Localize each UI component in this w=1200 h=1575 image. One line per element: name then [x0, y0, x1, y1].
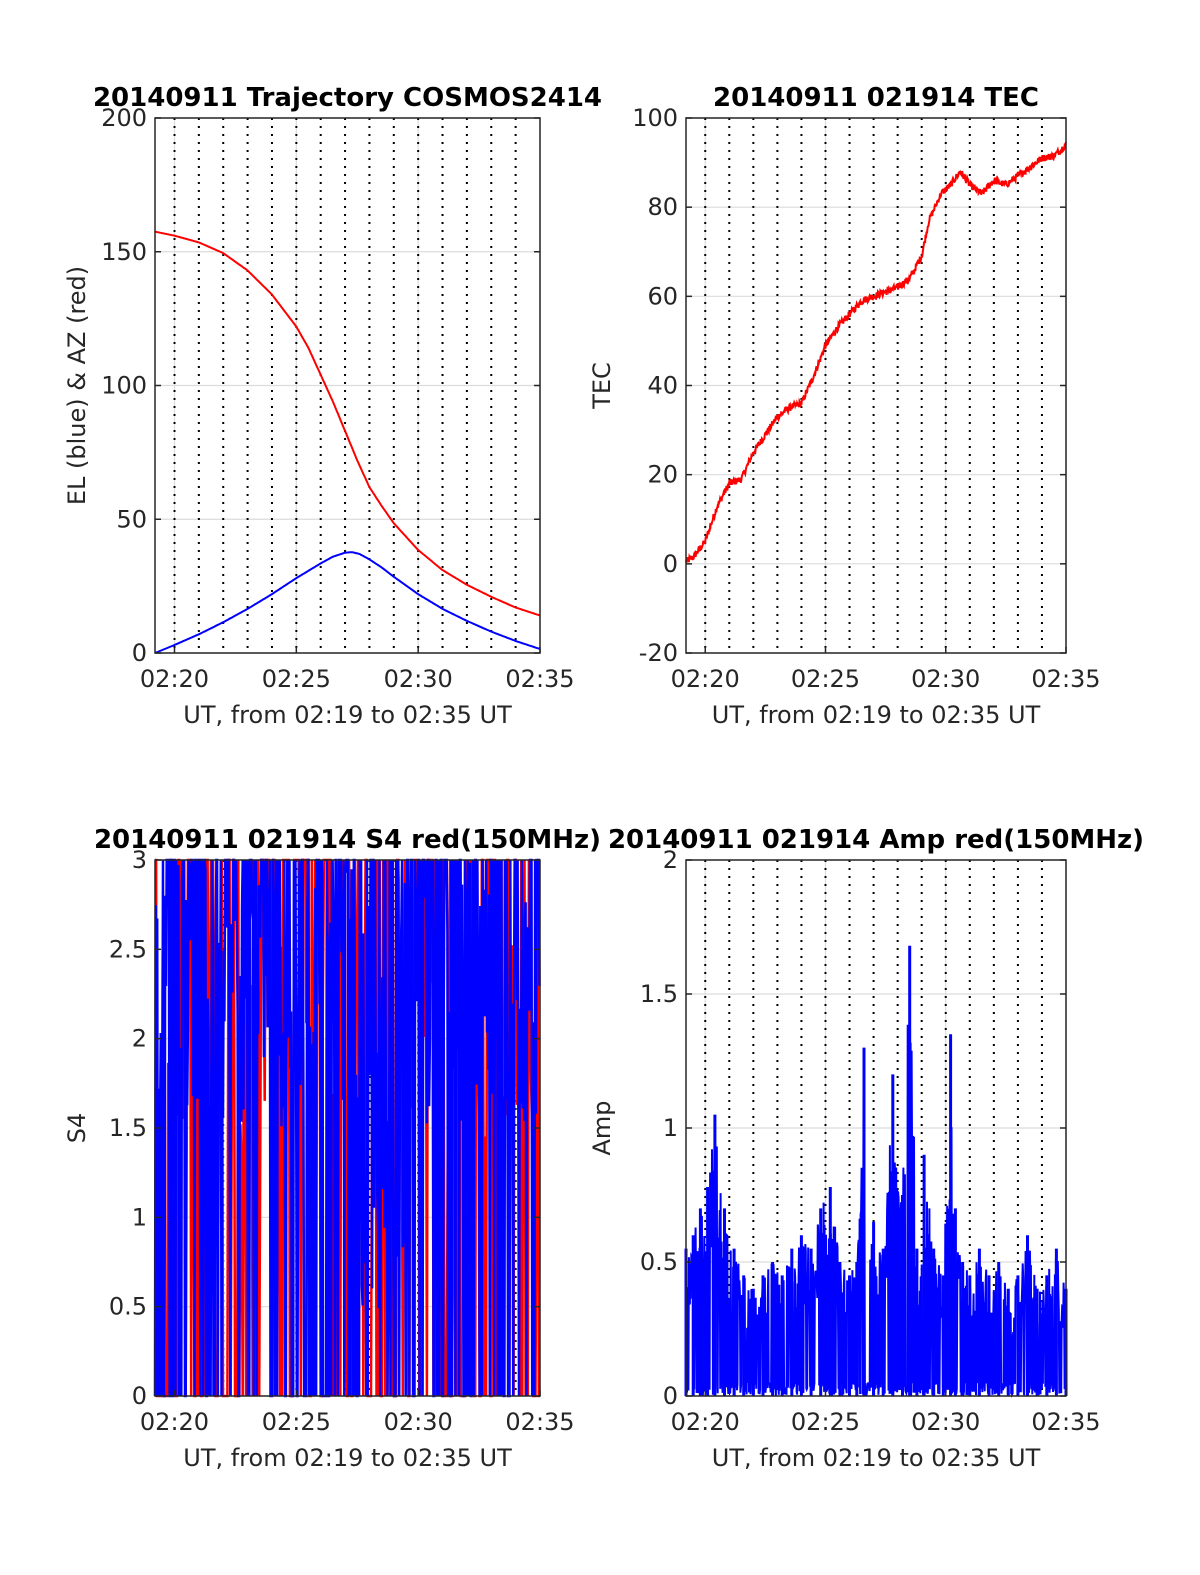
y-tick-label: 60	[647, 282, 678, 310]
x-tick-label: 02:30	[384, 665, 453, 693]
chart-title: 20140911 021914 Amp red(150MHz)	[608, 825, 1144, 855]
y-axis-label: Amp	[588, 1100, 616, 1155]
x-tick-label: 02:25	[791, 665, 860, 693]
x-tick-label: 02:25	[262, 1408, 331, 1436]
y-tick-label: 80	[647, 193, 678, 221]
y-tick-label: 40	[647, 372, 678, 400]
y-tick-label: 0	[663, 1382, 678, 1410]
y-tick-label: 100	[101, 372, 147, 400]
x-tick-label: 02:35	[1031, 665, 1100, 693]
x-tick-label: 02:30	[911, 1408, 980, 1436]
chart-4: 0 0.5 1 1.5 2 02:20 02:25 02:30 02:35 20140911 02…	[588, 825, 1144, 1472]
x-tick-label: 02:20	[671, 1408, 740, 1436]
y-tick-label: 150	[101, 238, 147, 266]
series-line-1	[685, 1024, 1067, 1399]
y-tick-label: 50	[116, 505, 147, 533]
x-tick-label: 02:35	[505, 665, 574, 693]
y-tick-label: 2	[663, 846, 678, 874]
x-tick-label: 02:20	[140, 665, 209, 693]
series-line-2	[154, 551, 541, 654]
series-line-1	[685, 141, 1067, 563]
x-axis-label: UT, from 02:19 to 02:35 UT	[183, 701, 512, 729]
x-tick-label: 02:25	[262, 665, 331, 693]
y-tick-label: 1.5	[109, 1114, 147, 1142]
x-tick-label: 02:20	[140, 1408, 209, 1436]
y-tick-label: 0	[132, 1382, 147, 1410]
chart-title: 20140911 021914 S4 red(150MHz)	[94, 825, 601, 855]
y-tick-label: 200	[101, 104, 147, 132]
y-tick-label: 0	[663, 550, 678, 578]
x-axis-label: UT, from 02:19 to 02:35 UT	[183, 1444, 512, 1472]
x-tick-label: 02:20	[671, 665, 740, 693]
x-tick-label: 02:35	[505, 1408, 574, 1436]
x-tick-label: 02:30	[384, 1408, 453, 1436]
y-tick-label: 1.5	[640, 980, 678, 1008]
series-line-1	[154, 230, 541, 617]
x-tick-label: 02:35	[1031, 1408, 1100, 1436]
chart-title: 20140911 Trajectory COSMOS2414	[93, 83, 602, 113]
y-tick-label: 3	[132, 846, 147, 874]
x-tick-label: 02:25	[791, 1408, 860, 1436]
y-tick-label: 100	[632, 104, 678, 132]
y-tick-label: 2	[132, 1025, 147, 1053]
y-tick-label: 0.5	[109, 1293, 147, 1321]
y-axis-label: EL (blue) & AZ (red)	[63, 266, 91, 505]
y-tick-label: 0.5	[640, 1248, 678, 1276]
chart-1: 0 50 100 150 200 02:20 02:25 02:30 02:35 20140911…	[63, 83, 602, 729]
x-tick-label: 02:30	[911, 665, 980, 693]
y-tick-label: 20	[647, 461, 678, 489]
y-tick-label: 2.5	[109, 935, 147, 963]
chart-2: -20 0 20 40 60 80 100 02:20 02:25 02:30 02:35 20140…	[588, 83, 1101, 729]
x-axis-label: UT, from 02:19 to 02:35 UT	[712, 1444, 1041, 1472]
x-axis-label: UT, from 02:19 to 02:35 UT	[712, 701, 1041, 729]
y-tick-label: 1	[132, 1203, 147, 1231]
y-tick-label: 1	[663, 1114, 678, 1142]
y-tick-label: -20	[639, 639, 678, 667]
chart-title: 20140911 021914 TEC	[713, 83, 1039, 113]
y-tick-label: 0	[132, 639, 147, 667]
y-axis-label: S4	[63, 1113, 91, 1144]
chart-3: 0 0.5 1 1.5 2 2.5 3 02:20 02:25 02:30 02:35 2014091…	[63, 825, 601, 1472]
y-axis-label: TEC	[588, 362, 616, 410]
